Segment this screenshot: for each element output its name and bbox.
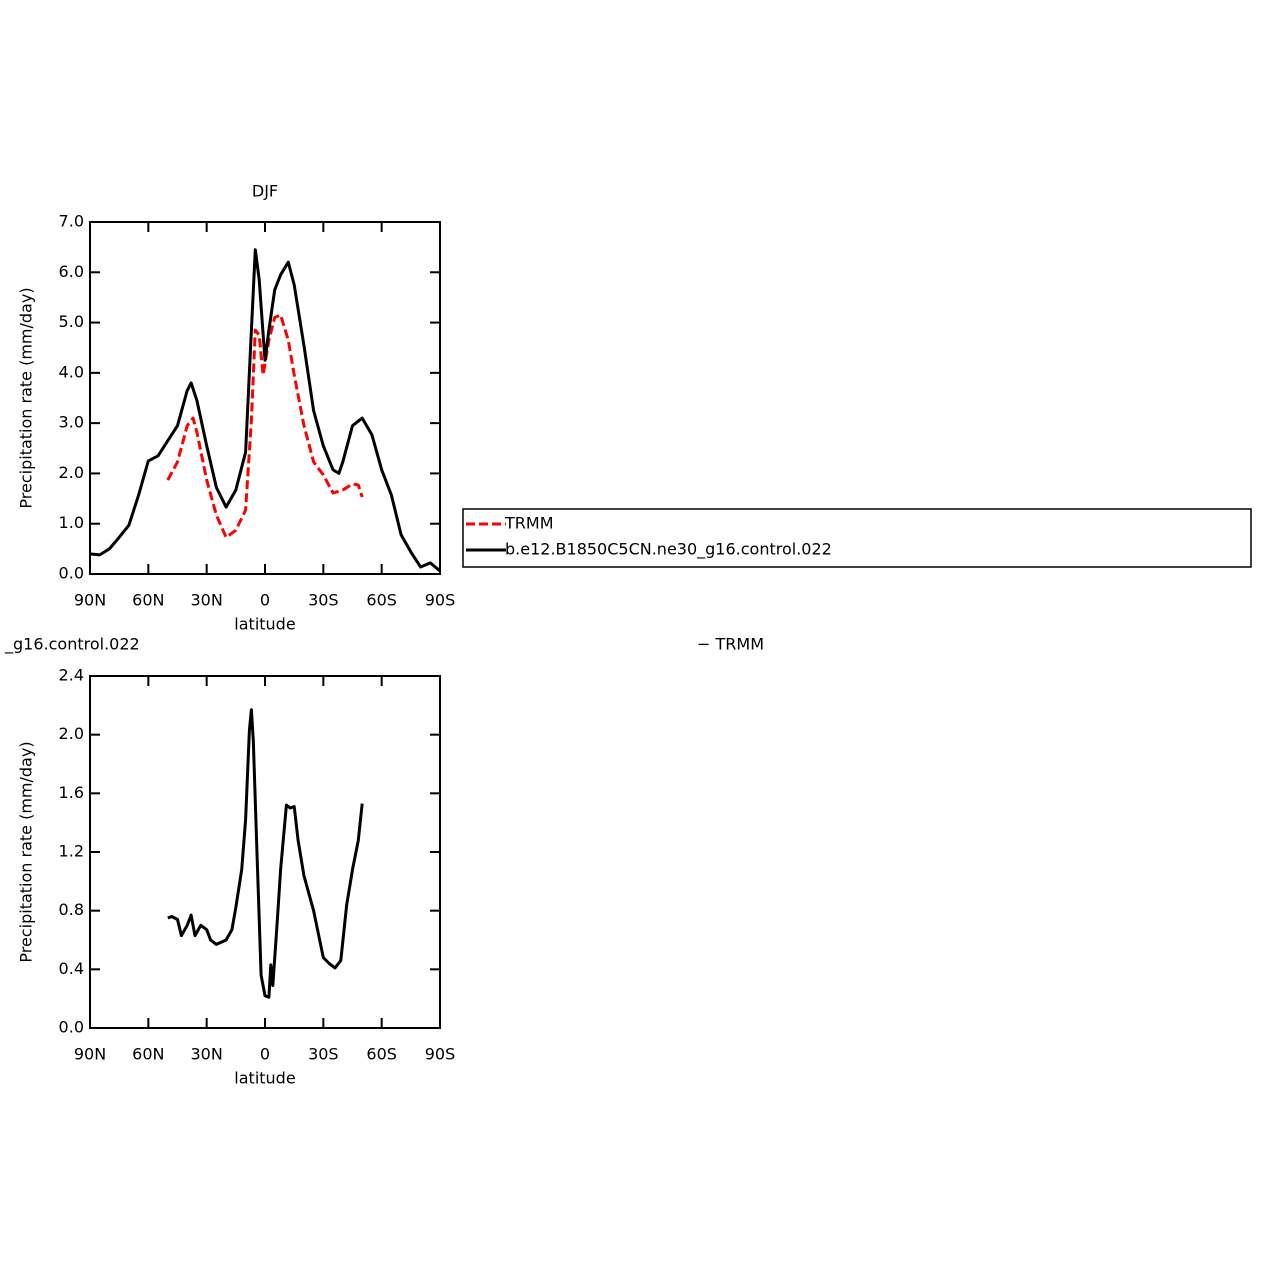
x-tick-label: 90S [425,1045,456,1064]
x-tick-label: 90S [425,591,456,610]
x-axis-label: latitude [234,615,295,634]
data-line [89,248,441,573]
plot-frame [89,675,441,1029]
x-tick-label: 0 [260,1045,270,1064]
x-tick-label: 30S [308,591,339,610]
chart-title: _g16.control.022 [4,635,140,655]
x-tick-label: 60N [132,591,164,610]
y-axis-label: Precipitation rate (mm/day) [17,741,36,962]
y-tick-label: 4.0 [59,362,84,381]
x-tick-label: 30S [308,1045,339,1064]
data-line [167,708,364,999]
x-tick-label: 30N [191,591,223,610]
y-tick-label: 0.8 [59,900,84,919]
y-tick-label: 3.0 [59,413,84,432]
x-tick-label: 90N [74,1045,106,1064]
x-tick-label: 0 [260,591,270,610]
legend-label: b.e12.B1850C5CN.ne30_g16.control.022 [505,540,832,560]
plot-frame [89,221,441,575]
x-tick-label: 60S [366,1045,397,1064]
y-tick-label: 2.0 [59,724,84,743]
annotation: − TRMM [697,635,764,654]
data-line [166,313,364,539]
y-tick-label: 0.4 [59,959,84,978]
y-axis-label: Precipitation rate (mm/day) [17,287,36,508]
y-tick-label: 1.6 [59,783,84,802]
y-tick-label: 6.0 [59,262,84,281]
x-tick-label: 90N [74,591,106,610]
x-tick-label: 30N [191,1045,223,1064]
y-tick-label: 0.0 [59,564,84,583]
y-tick-label: 7.0 [59,212,84,231]
y-tick-label: 5.0 [59,312,84,331]
x-tick-label: 60N [132,1045,164,1064]
x-axis-label: latitude [234,1069,295,1088]
y-tick-label: 2.0 [59,463,84,482]
x-tick-label: 60S [366,591,397,610]
y-tick-label: 1.0 [59,513,84,532]
chart-title: DJF [252,182,278,201]
y-tick-label: 0.0 [59,1018,84,1037]
legend-label: TRMM [504,514,554,533]
legend-box [462,508,1252,568]
y-tick-label: 2.4 [59,666,84,685]
y-tick-label: 1.2 [59,842,84,861]
